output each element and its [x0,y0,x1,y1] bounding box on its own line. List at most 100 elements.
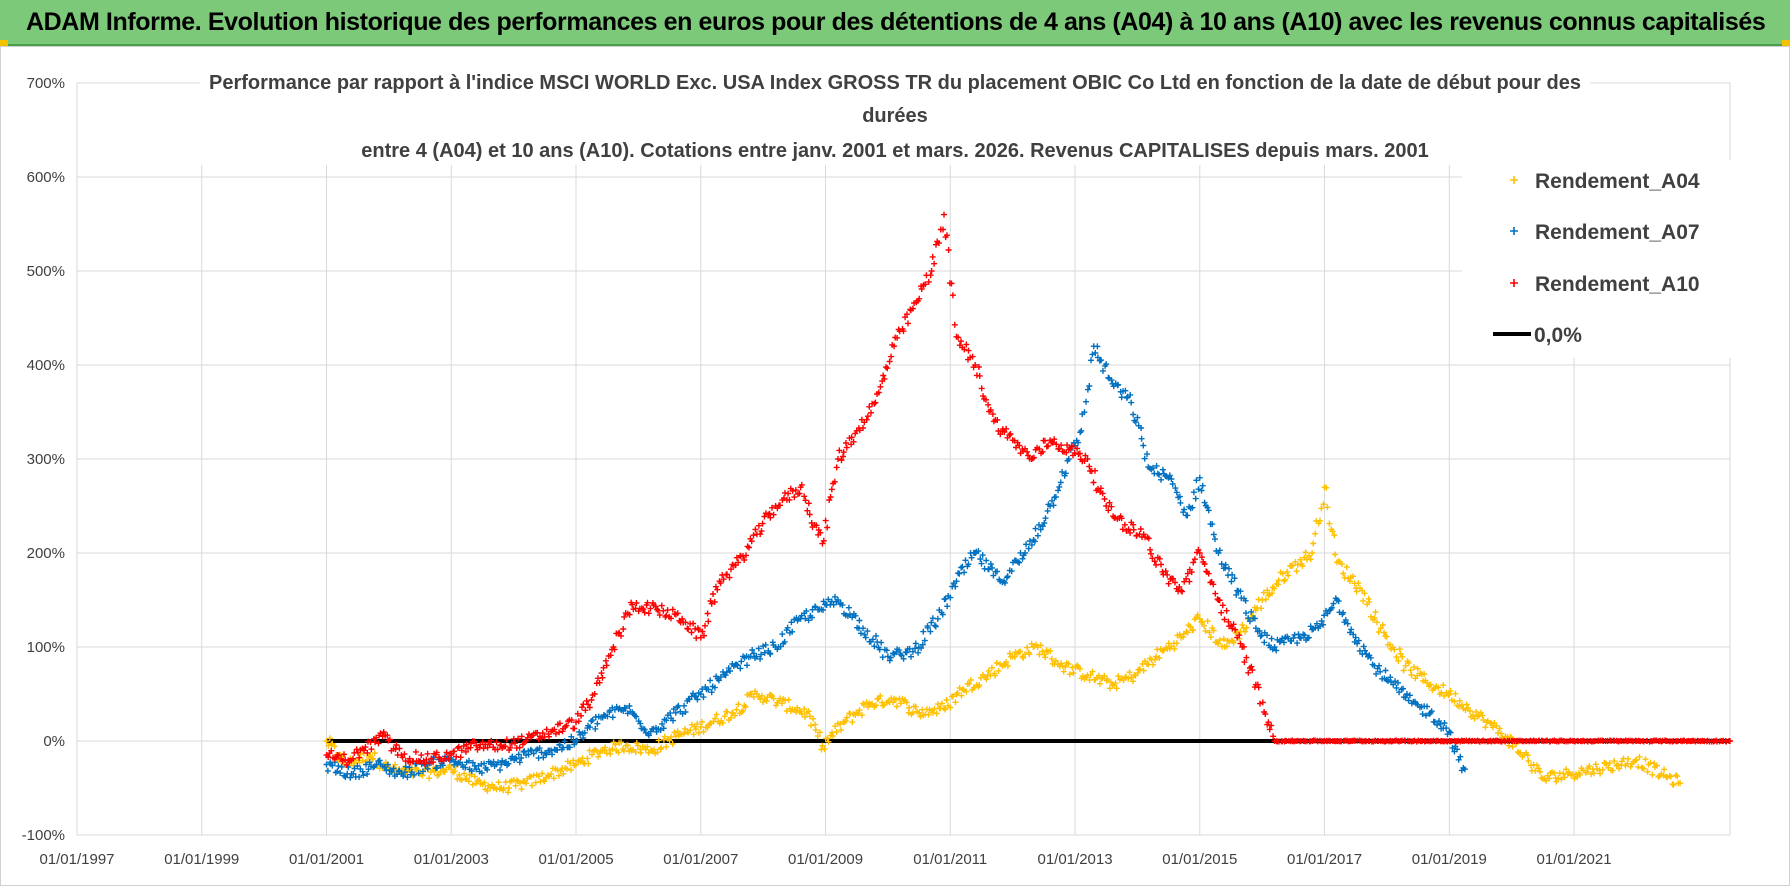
rendement-a04-marker [671,729,678,736]
rendement-a10-marker [1130,526,1137,533]
rendement-a10-marker [752,526,759,533]
rendement-a10-marker [1191,556,1198,563]
rendement-a04-marker [1627,763,1634,770]
rendement-a04-marker [1317,517,1323,524]
chart-title-line: entre 4 (A04) et 10 ans (A10). Cotations… [361,140,1428,162]
rendement-a10-marker [955,334,962,341]
rendement-a04-marker [1424,679,1430,686]
legend-item-rendement-a04: Rendement_A04 [1510,170,1700,193]
rendement-a04-marker [1670,781,1677,788]
rendement-a04-marker [892,696,899,703]
rendement-a04-marker [1451,698,1458,705]
rendement-a07-marker [1455,756,1462,763]
rendement-a10-marker [1007,431,1014,437]
rendement-a07-marker [972,550,979,556]
rendement-a10-marker [840,449,847,456]
rendement-a07-marker [1329,604,1335,611]
rendement-a04-marker [1066,671,1073,678]
rendement-a04-marker [1047,647,1054,654]
rendement-a07-marker [924,624,931,631]
rendement-a04-marker [1346,578,1353,585]
rendement-a04-marker [331,743,338,750]
rendement-a10-marker [848,434,855,441]
rendement-a04-marker [1060,668,1067,675]
rendement-a04-marker [371,750,378,756]
series-layer [323,211,1733,796]
rendement-a07-marker [505,760,512,767]
rendement-a10-marker [1184,570,1191,577]
rendement-a07-marker [581,729,588,736]
rendement-a10-marker [900,328,907,335]
rendement-a07-marker [1387,674,1394,681]
rendement-a10-marker [769,504,775,511]
rendement-a07-marker [1177,499,1184,506]
rendement-a04-marker [644,743,651,750]
rendement-a04-marker [798,711,805,717]
rendement-a04-marker [1262,596,1269,603]
rendement-a10-marker [539,730,546,737]
rendement-a04-marker [1340,570,1347,577]
rendement-a07-marker [879,654,886,661]
rendement-a07-marker [1034,532,1041,539]
rendement-a10-marker [697,634,704,641]
rendement-a07-marker [918,645,925,652]
rendement-a10-marker [822,517,829,524]
rendement-a04-marker [359,757,366,764]
rendement-a04-marker [620,747,627,754]
rendement-a04-marker [1411,664,1417,671]
rendement-a04-marker [431,768,438,775]
rendement-a10-marker [843,444,850,451]
rendement-a07-marker [1008,568,1015,575]
rendement-a07-marker [749,647,756,653]
rendement-a04-marker [461,770,468,777]
rendement-a10-marker [860,425,866,431]
rendement-a04-marker [952,699,959,706]
rendement-a04-marker [698,719,705,725]
rendement-a04-marker [1041,651,1048,658]
rendement-a04-marker [770,695,777,702]
rendement-a10-marker [640,606,647,613]
rendement-a10-marker [575,718,582,725]
rendement-a07-marker [1193,477,1200,484]
rendement-a04-marker [1293,568,1300,575]
rendement-a07-marker [1078,427,1085,434]
rendement-a10-marker [777,502,783,509]
rendement-a10-marker [875,389,882,396]
rendement-a04-marker [1391,646,1398,653]
rendement-a07-marker [1036,521,1042,528]
rendement-a07-marker [451,761,458,768]
rendement-a04-marker [1480,717,1487,723]
rendement-a07-marker [864,628,871,635]
rendement-a10-marker [1071,449,1078,456]
rendement-a10-marker [1727,738,1733,744]
rendement-a04-marker [1654,762,1660,769]
rendement-a04-marker [607,750,614,757]
rendement-a07-marker [912,645,918,652]
rendement-a10-marker [806,511,813,518]
rendement-a10-marker [936,240,942,247]
rendement-a10-marker [328,747,335,754]
rendement-a04-marker [1507,733,1514,740]
rendement-a07-marker [767,651,774,658]
rendement-a07-marker [478,769,485,776]
rendement-a04-marker [812,721,819,728]
rendement-a07-marker [884,653,891,660]
rendement-a10-marker [377,730,384,737]
rendement-a07-marker [711,684,718,691]
rendement-a07-marker [900,655,907,662]
rendement-a10-marker [1249,667,1256,674]
rendement-a07-marker [849,614,856,621]
rendement-a04-marker [484,787,491,794]
rendement-a10-marker [1230,621,1237,628]
rendement-a04-marker [1074,662,1081,669]
rendement-a04-marker [637,749,644,756]
rendement-a04-marker [476,777,483,784]
rendement-a07-marker [566,744,573,751]
rendement-a10-marker [1058,442,1065,449]
rendement-a04-marker [655,737,662,744]
rendement-a04-marker [392,761,399,768]
rendement-a04-marker [1332,551,1339,558]
rendement-a10-marker [941,211,947,218]
rendement-a10-marker [471,738,478,745]
rendement-a04-marker [1414,665,1421,672]
